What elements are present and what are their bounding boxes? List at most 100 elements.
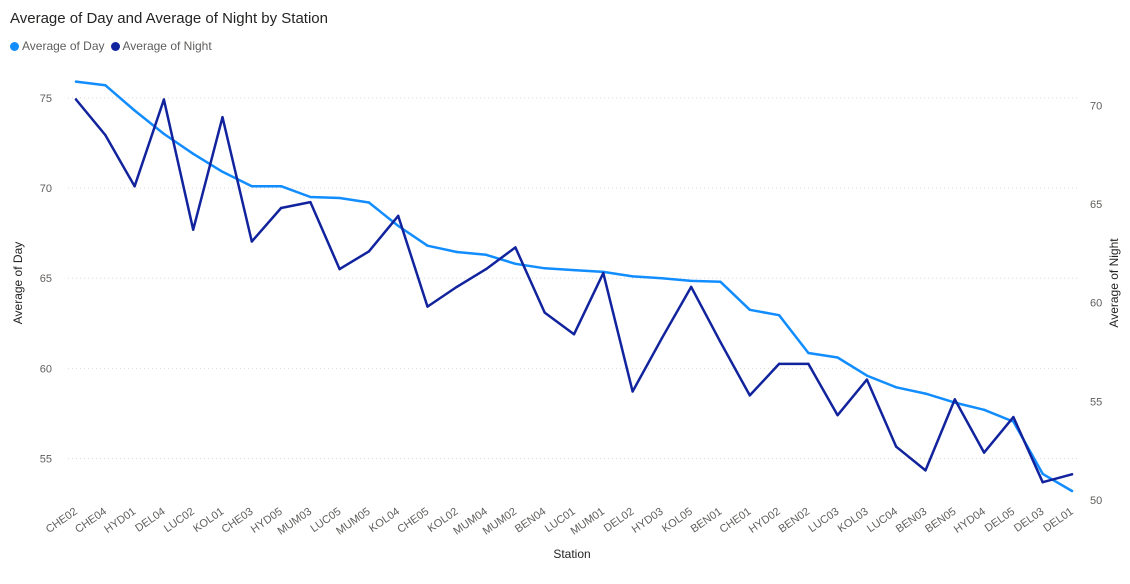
y-axis-title-left: Average of Day <box>11 242 25 325</box>
data-point-night <box>895 445 898 448</box>
data-point-night <box>1041 481 1044 484</box>
data-point-night <box>250 240 253 243</box>
data-point-day <box>250 185 253 188</box>
data-point-day <box>455 250 459 254</box>
data-point-day <box>397 224 400 228</box>
y-tick-label-right: 70 <box>1090 100 1102 112</box>
data-point-day <box>426 244 429 247</box>
data-point-day <box>865 374 869 377</box>
x-tick-label: HYD03 <box>630 506 666 536</box>
data-point-day <box>191 152 195 155</box>
chart-title: Average of Day and Average of Night by S… <box>10 10 328 27</box>
legend: Average of Day Average of Night <box>10 39 212 53</box>
x-tick-label: BEN04 <box>513 506 548 536</box>
legend-day-label: Average of Day <box>22 39 105 53</box>
x-axis: CHE02CHE04HYD01DEL04LUC02KOL01CHE03HYD05… <box>44 506 1076 538</box>
data-point-day <box>748 308 751 311</box>
x-tick-label: BEN01 <box>689 506 724 536</box>
x-tick-label: MUM03 <box>276 506 314 538</box>
x-tick-label: DEL04 <box>133 506 167 535</box>
data-point-night <box>982 451 986 454</box>
x-tick-label: MUM01 <box>569 506 607 538</box>
x-tick-label: DEL03 <box>1012 506 1046 535</box>
data-point-night <box>514 246 517 249</box>
y-tick-label-left: 75 <box>40 93 52 105</box>
x-tick-label: DEL02 <box>602 506 636 535</box>
data-point-day <box>660 276 664 280</box>
data-point-day <box>1070 489 1074 493</box>
data-point-night <box>602 271 605 275</box>
y-axis-left: 55 60 65 70 75 <box>40 93 52 466</box>
x-tick-label: DEL01 <box>1041 506 1075 535</box>
data-point-day <box>133 109 136 112</box>
legend-day-marker <box>10 41 19 51</box>
y-tick-label-left: 65 <box>40 273 52 285</box>
data-point-day <box>719 280 722 284</box>
legend-night-marker <box>110 41 120 51</box>
data-point-day <box>572 268 576 272</box>
data-point-night <box>572 333 576 336</box>
x-tick-label: KOL04 <box>367 506 402 535</box>
x-tick-label: LUC04 <box>865 506 900 535</box>
x-tick-label: CHE01 <box>718 506 754 536</box>
data-point-day <box>104 84 107 87</box>
data-point-night <box>338 267 341 271</box>
series-lines <box>74 80 1074 493</box>
data-point-night <box>367 250 371 253</box>
y-tick-label-left: 70 <box>40 183 52 195</box>
data-point-day <box>1041 472 1044 476</box>
x-tick-label: DEL05 <box>983 506 1017 535</box>
data-point-day <box>309 195 312 199</box>
x-tick-label: KOL01 <box>191 506 226 535</box>
data-point-night <box>191 228 195 231</box>
data-point-day <box>484 253 488 256</box>
y-axis-right: 50 55 60 65 70 <box>1090 100 1102 507</box>
legend-night-label: Average of Night <box>122 39 212 53</box>
data-point-night <box>221 116 224 119</box>
y-tick-label-left: 55 <box>40 454 52 466</box>
x-tick-label: CHE04 <box>73 506 109 536</box>
data-point-night <box>133 185 136 188</box>
y-tick-label-right: 55 <box>1090 396 1102 408</box>
data-point-night <box>74 98 78 101</box>
data-point-night <box>719 340 722 344</box>
data-point-day <box>777 313 781 317</box>
x-tick-label: KOL03 <box>836 506 871 535</box>
x-tick-label: KOL05 <box>660 506 695 535</box>
data-point-day <box>924 392 927 395</box>
x-tick-label: LUC03 <box>806 506 841 535</box>
y-tick-label-right: 60 <box>1090 298 1102 310</box>
data-point-night <box>836 413 839 417</box>
data-point-day <box>74 80 78 83</box>
data-point-day <box>631 275 634 278</box>
data-point-night <box>1070 473 1074 476</box>
legend-item-day[interactable]: Average of Day <box>10 39 105 53</box>
data-point-day <box>367 201 371 204</box>
data-point-night <box>104 133 107 137</box>
data-point-night <box>1012 415 1015 419</box>
data-point-night <box>924 469 927 472</box>
data-point-night <box>953 398 957 401</box>
data-point-day <box>689 279 693 283</box>
data-point-night <box>865 378 869 381</box>
y-axis-title-right: Average of Night <box>1107 238 1121 328</box>
x-tick-label: CHE03 <box>220 506 256 536</box>
legend-item-night[interactable]: Average of Night <box>110 39 212 53</box>
data-point-day <box>221 170 224 174</box>
gridlines <box>68 97 1080 460</box>
data-point-night <box>631 390 634 393</box>
series-line-day <box>74 80 1074 493</box>
x-tick-label: LUC02 <box>162 506 197 535</box>
data-point-day <box>279 185 283 188</box>
x-tick-label: BEN05 <box>923 506 958 536</box>
data-point-night <box>807 362 810 366</box>
data-point-day <box>895 386 898 389</box>
data-point-night <box>689 285 693 289</box>
x-tick-label: CHE02 <box>44 506 80 536</box>
data-point-day <box>338 196 341 200</box>
data-point-night <box>777 362 781 366</box>
data-point-day <box>514 262 517 265</box>
data-point-night <box>397 214 400 218</box>
series-line-night <box>74 98 1074 484</box>
data-point-night <box>543 311 546 314</box>
